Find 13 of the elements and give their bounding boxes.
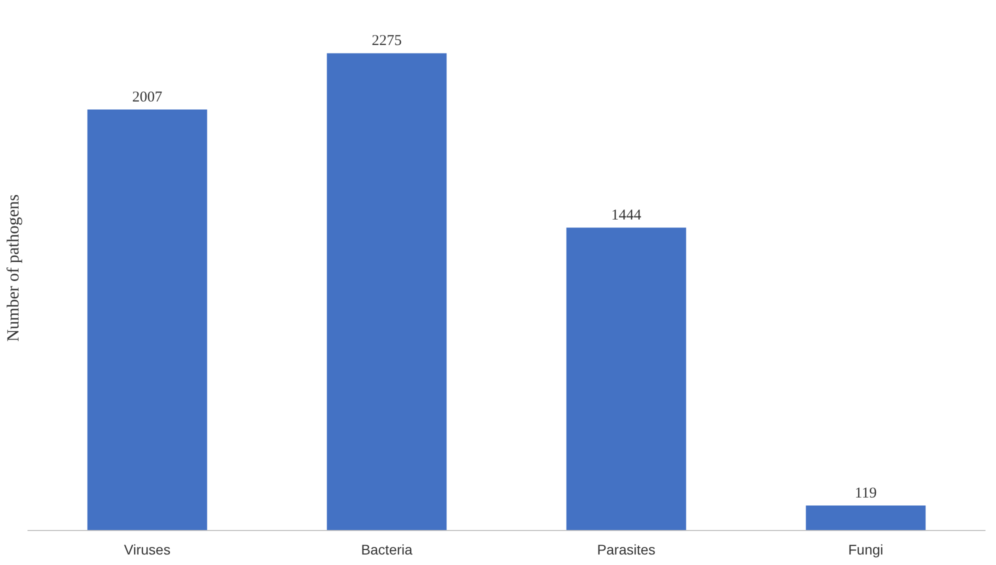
- data-label: 2007: [132, 89, 163, 106]
- data-label: 1444: [611, 208, 642, 224]
- x-tick-label: Bacteria: [361, 542, 413, 558]
- x-tick-label: Viruses: [124, 542, 170, 558]
- data-label: 2275: [372, 33, 402, 50]
- y-axis-title: Number of pathogens: [4, 194, 22, 342]
- bar: [566, 228, 686, 530]
- x-tick-label: Parasites: [597, 542, 656, 558]
- x-tick-label: Fungi: [848, 542, 884, 558]
- bar: [806, 506, 926, 530]
- data-label: 119: [854, 486, 877, 502]
- bar: [326, 53, 447, 530]
- bar: [87, 109, 208, 530]
